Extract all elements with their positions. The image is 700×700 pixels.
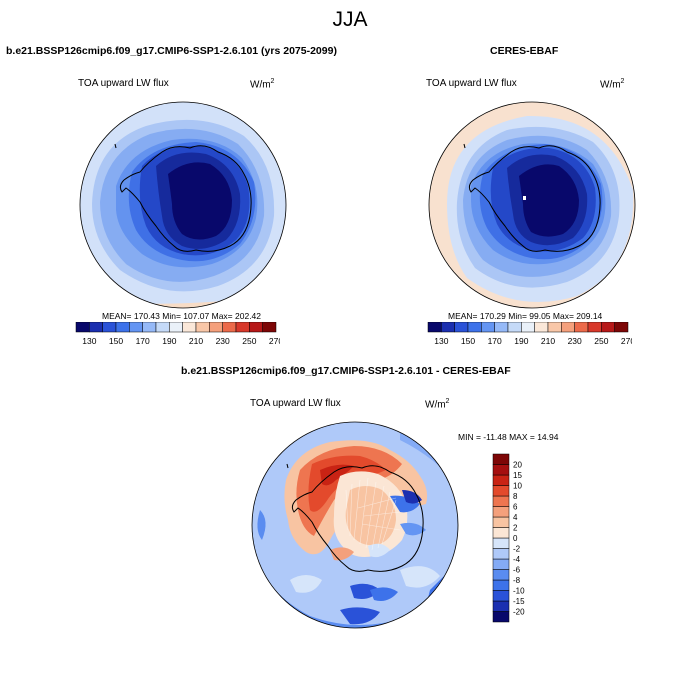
colorbar-box [494, 322, 509, 333]
colorbar-tick-label: 170 [488, 336, 502, 346]
colorbar-tick-label: 270 [269, 336, 280, 346]
colorbar-box [492, 600, 510, 612]
colorbar-tick-label: 230 [568, 336, 582, 346]
colorbar-tick-label: -6 [513, 566, 521, 575]
colorbar-box [481, 322, 495, 333]
colorbar-box [492, 590, 510, 602]
colorbar-box [102, 322, 117, 333]
panel1-variable-label: TOA upward LW flux [78, 78, 169, 89]
figure-title: JJA [332, 8, 368, 31]
colorbar-box [454, 322, 469, 333]
colorbar-tick-label: 150 [461, 336, 475, 346]
colorbar-tick-label: -4 [513, 555, 521, 564]
colorbar-box [492, 537, 510, 549]
colorbar-box [492, 569, 510, 581]
colorbar-tick-label: 270 [621, 336, 632, 346]
panel1-map [79, 101, 287, 309]
colorbar-box [129, 322, 143, 333]
colorbar-tick-label: 250 [242, 336, 256, 346]
panel3-map [251, 421, 459, 629]
colorbar-box [521, 322, 535, 333]
panel2-stats: MEAN= 170.29 Min= 99.05 Max= 209.14 [448, 311, 603, 321]
colorbar-box [492, 579, 510, 591]
colorbar-tick-label: 250 [594, 336, 608, 346]
colorbar-tick-label: 2 [513, 524, 518, 533]
colorbar-box [142, 322, 157, 333]
colorbar-box [195, 322, 210, 333]
colorbar-box [155, 322, 170, 333]
colorbar-box [601, 322, 615, 333]
colorbar-tick-label: 130 [82, 336, 96, 346]
colorbar-box [169, 322, 183, 333]
colorbar-box [492, 516, 510, 528]
panel3-variable-label: TOA upward LW flux [250, 398, 341, 409]
panel2-colorbar: 130 150 170 190 210 230 250 270 [427, 322, 632, 346]
colorbar-tick-label: 10 [513, 482, 522, 491]
colorbar-tick-label: 20 [513, 461, 522, 470]
panel2-title: CERES-EBAF [490, 45, 559, 57]
colorbar-box [209, 322, 223, 333]
panel2-map [428, 101, 636, 309]
colorbar-box [235, 322, 250, 333]
colorbar-box [587, 322, 602, 333]
colorbar-tick-label: 190 [514, 336, 528, 346]
panel1-units: W/m2 [250, 78, 275, 91]
panel3-units: W/m2 [425, 398, 450, 411]
colorbar-box [492, 464, 510, 476]
colorbar-tick-label: 190 [162, 336, 176, 346]
colorbar-box [534, 322, 549, 333]
colorbar-box [492, 495, 510, 507]
panel1-stats: MEAN= 170.43 Min= 107.07 Max= 202.42 [102, 311, 262, 321]
colorbar-tick-label: 4 [513, 513, 518, 522]
panel2-units: W/m2 [600, 78, 625, 91]
colorbar-tick-label: 210 [541, 336, 555, 346]
colorbar-box [492, 506, 510, 518]
colorbar-tick-label: 150 [109, 336, 123, 346]
panel3-stats: MIN = -11.48 MAX = 14.94 [458, 432, 559, 442]
colorbar-box [182, 322, 197, 333]
colorbar-box [574, 322, 589, 333]
colorbar-tick-label: -10 [513, 587, 525, 596]
colorbar-tick-label: 6 [513, 503, 518, 512]
panel1-colorbar: 130 150 170 190 210 230 250 270 [75, 322, 280, 346]
colorbar-box [492, 474, 510, 486]
colorbar-box [547, 322, 562, 333]
colorbar-box [492, 453, 510, 465]
colorbar-box [467, 322, 482, 333]
colorbar-box [492, 485, 510, 497]
colorbar-box [614, 322, 629, 333]
colorbar-tick-label: -15 [513, 597, 525, 606]
panel3-title: b.e21.BSSP126cmip6.f09_g17.CMIP6-SSP1-2.… [181, 365, 511, 377]
colorbar-tick-label: 130 [434, 336, 448, 346]
colorbar-box [222, 322, 237, 333]
colorbar-box [492, 558, 510, 570]
colorbar-box [89, 322, 103, 333]
colorbar-tick-label: 8 [513, 492, 518, 501]
colorbar-tick-label: 230 [216, 336, 230, 346]
colorbar-tick-label: 210 [189, 336, 203, 346]
colorbar-box [492, 548, 510, 560]
colorbar-tick-label: 0 [513, 534, 518, 543]
colorbar-box [492, 527, 510, 539]
panel2-variable-label: TOA upward LW flux [426, 78, 517, 89]
colorbar-tick-label: 15 [513, 471, 522, 480]
colorbar-box [75, 322, 90, 333]
colorbar-box [427, 322, 442, 333]
colorbar-box [441, 322, 455, 333]
colorbar-tick-label: -2 [513, 545, 521, 554]
colorbar-box [249, 322, 263, 333]
colorbar-box [561, 322, 575, 333]
colorbar-box [507, 322, 522, 333]
panel1-title: b.e21.BSSP126cmip6.f09_g17.CMIP6-SSP1-2.… [6, 45, 337, 57]
colorbar-box [115, 322, 130, 333]
colorbar-tick-label: -8 [513, 576, 521, 585]
colorbar-box [492, 611, 510, 623]
colorbar-tick-label: 170 [136, 336, 150, 346]
colorbar-tick-label: -20 [513, 608, 525, 617]
colorbar-box [262, 322, 277, 333]
